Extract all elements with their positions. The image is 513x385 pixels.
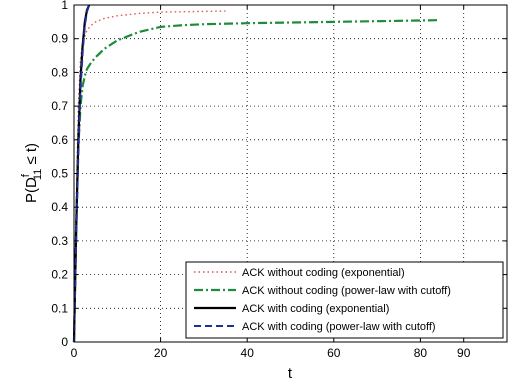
y-tick-label-10: 1: [61, 0, 68, 12]
legend-label-2: ACK with coding (exponential): [242, 303, 389, 315]
y-tick-label-1: 0.1: [51, 301, 68, 315]
legend-box: [185, 261, 504, 339]
y-tick-label-3: 0.3: [51, 234, 68, 248]
legend-label-1: ACK without coding (power-law with cutof…: [242, 285, 451, 297]
y-tick-label-8: 0.8: [51, 65, 68, 79]
x-tick-label-0: 0: [71, 346, 78, 360]
y-tick-label-4: 0.4: [51, 200, 68, 214]
x-tick-label-1: 20: [154, 346, 168, 360]
x-tick-label-4: 80: [414, 346, 428, 360]
y-axis-label-tail: ≤ t): [23, 143, 40, 169]
y-tick-label-0: 0: [61, 335, 68, 349]
x-tick-label-2: 40: [241, 346, 255, 360]
y-axis-label-main: P(D: [23, 177, 40, 203]
legend-label-3: ACK with coding (power-law with cutoff): [242, 321, 436, 333]
y-tick-label-9: 0.9: [51, 32, 68, 46]
x-tick-label-3: 60: [327, 346, 341, 360]
x-axis-label: t: [288, 365, 293, 382]
y-tick-label-2: 0.2: [51, 268, 68, 282]
series-layer: [72, 4, 438, 343]
series-line-0: [73, 10, 226, 343]
axis-ticks: 0 20 40 60 80 90 0 0.1 0.2 0.3 0.4 0.5 0.6 0.7 0.8 0.9 1: [51, 0, 507, 360]
y-axis-label-sub: 11: [32, 169, 44, 180]
y-axis-label: P(Df11 ≤ t): [20, 143, 44, 203]
y-tick-label-6: 0.6: [51, 133, 68, 147]
series-line-3: [73, 4, 91, 343]
legend: ACK without coding (exponential) ACK with…: [185, 261, 504, 339]
series-line-1: [72, 19, 438, 343]
grid-lines: [74, 5, 507, 342]
y-tick-label-7: 0.7: [51, 99, 68, 113]
legend-label-0: ACK without coding (exponential): [242, 267, 405, 279]
y-tick-label-5: 0.5: [51, 167, 68, 181]
x-tick-label-5: 90: [457, 346, 471, 360]
y-axis-label-sup: f: [20, 173, 32, 177]
